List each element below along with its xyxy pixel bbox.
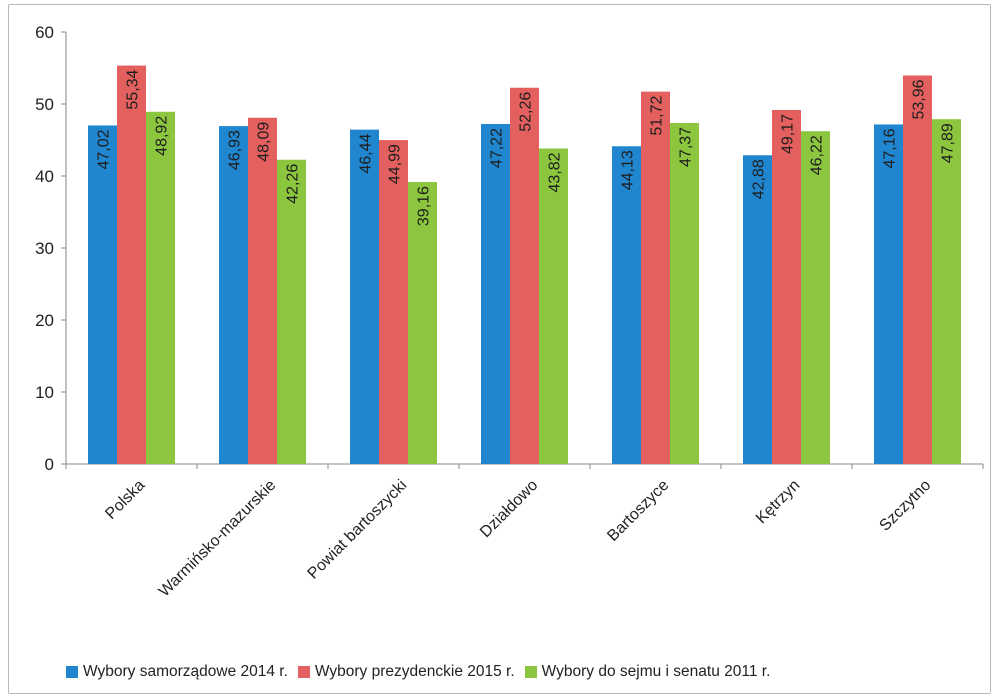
value-label: 52,26 (518, 92, 535, 132)
category-labels: Polska Warmińsko-mazurskie Powiat bartoszy… (102, 477, 934, 601)
category-label: Bartoszyce (604, 477, 672, 545)
legend-swatch-2 (524, 666, 537, 678)
value-label: 47,22 (489, 128, 506, 168)
y-tick-label: 60 (35, 23, 54, 42)
value-label: 53,96 (911, 79, 928, 119)
value-label: 47,16 (882, 128, 899, 168)
bar (379, 140, 408, 464)
category-label: Szczytno (876, 477, 934, 535)
bar (539, 148, 568, 464)
y-tick-label: 40 (35, 167, 54, 186)
y-tick-label: 50 (35, 95, 54, 114)
value-label: 46,93 (227, 130, 244, 170)
bars (88, 65, 961, 465)
value-label: 42,26 (285, 164, 302, 204)
bar (350, 129, 379, 464)
legend-item-2: Wybory do sejmu i senatu 2011 r. (524, 663, 771, 681)
bar (641, 91, 670, 464)
bar (932, 119, 961, 464)
value-label: 46,44 (358, 134, 375, 174)
bar (510, 87, 539, 464)
y-tick-label: 10 (35, 383, 54, 402)
value-label: 55,34 (125, 69, 142, 109)
category-label: Warmińsko-mazurskie (156, 477, 280, 601)
bar (743, 155, 772, 464)
category-label: Działdowo (477, 477, 541, 541)
legend-swatch-0 (66, 666, 78, 678)
value-labels: 47,02 55,34 48,92 46,93 48,09 42,26 46,44 44,99… (96, 69, 957, 226)
bar (481, 124, 510, 465)
value-label: 44,99 (387, 144, 404, 184)
value-label: 39,16 (416, 186, 433, 226)
value-label: 48,92 (154, 116, 171, 156)
category-label: Polska (102, 477, 148, 523)
y-tick-label: 20 (35, 311, 54, 330)
y-tick-labels: 0 10 20 30 40 50 60 (35, 23, 54, 474)
bar (277, 159, 306, 464)
value-label: 47,02 (96, 129, 113, 169)
bar (408, 182, 437, 464)
value-label: 42,88 (751, 159, 768, 199)
bar (248, 117, 277, 464)
bar (903, 75, 932, 464)
bar (801, 131, 830, 464)
bar (88, 125, 117, 465)
bar (612, 146, 641, 464)
legend: Wybory samorządowe 2014 r. Wybory prezyd… (66, 660, 780, 684)
value-label: 47,37 (678, 127, 695, 167)
bar (219, 126, 248, 464)
legend-label-2: Wybory do sejmu i senatu 2011 r. (541, 663, 771, 680)
bar (874, 124, 903, 464)
legend-label-0: Wybory samorządowe 2014 r. (83, 663, 288, 680)
value-label: 48,09 (256, 122, 273, 162)
legend-swatch-1 (297, 666, 310, 678)
bar (146, 111, 175, 464)
bar (117, 65, 146, 464)
legend-item-1: Wybory prezydenckie 2015 r. (297, 663, 515, 681)
value-label: 47,89 (940, 123, 957, 163)
bar (670, 122, 699, 464)
category-label: Kętrzyn (753, 477, 803, 527)
value-label: 44,13 (620, 150, 637, 190)
legend-item-0: Wybory samorządowe 2014 r. (66, 663, 288, 681)
value-label: 43,82 (547, 152, 564, 192)
legend-label-1: Wybory prezydenckie 2015 r. (314, 663, 515, 680)
category-label: Powiat bartoszycki (305, 477, 411, 583)
value-label: 51,72 (649, 96, 666, 136)
y-tick-label: 30 (35, 239, 54, 258)
value-label: 46,22 (809, 135, 826, 175)
bar (772, 109, 801, 464)
value-label: 49,17 (780, 114, 797, 154)
y-tick-label: 0 (45, 455, 54, 474)
